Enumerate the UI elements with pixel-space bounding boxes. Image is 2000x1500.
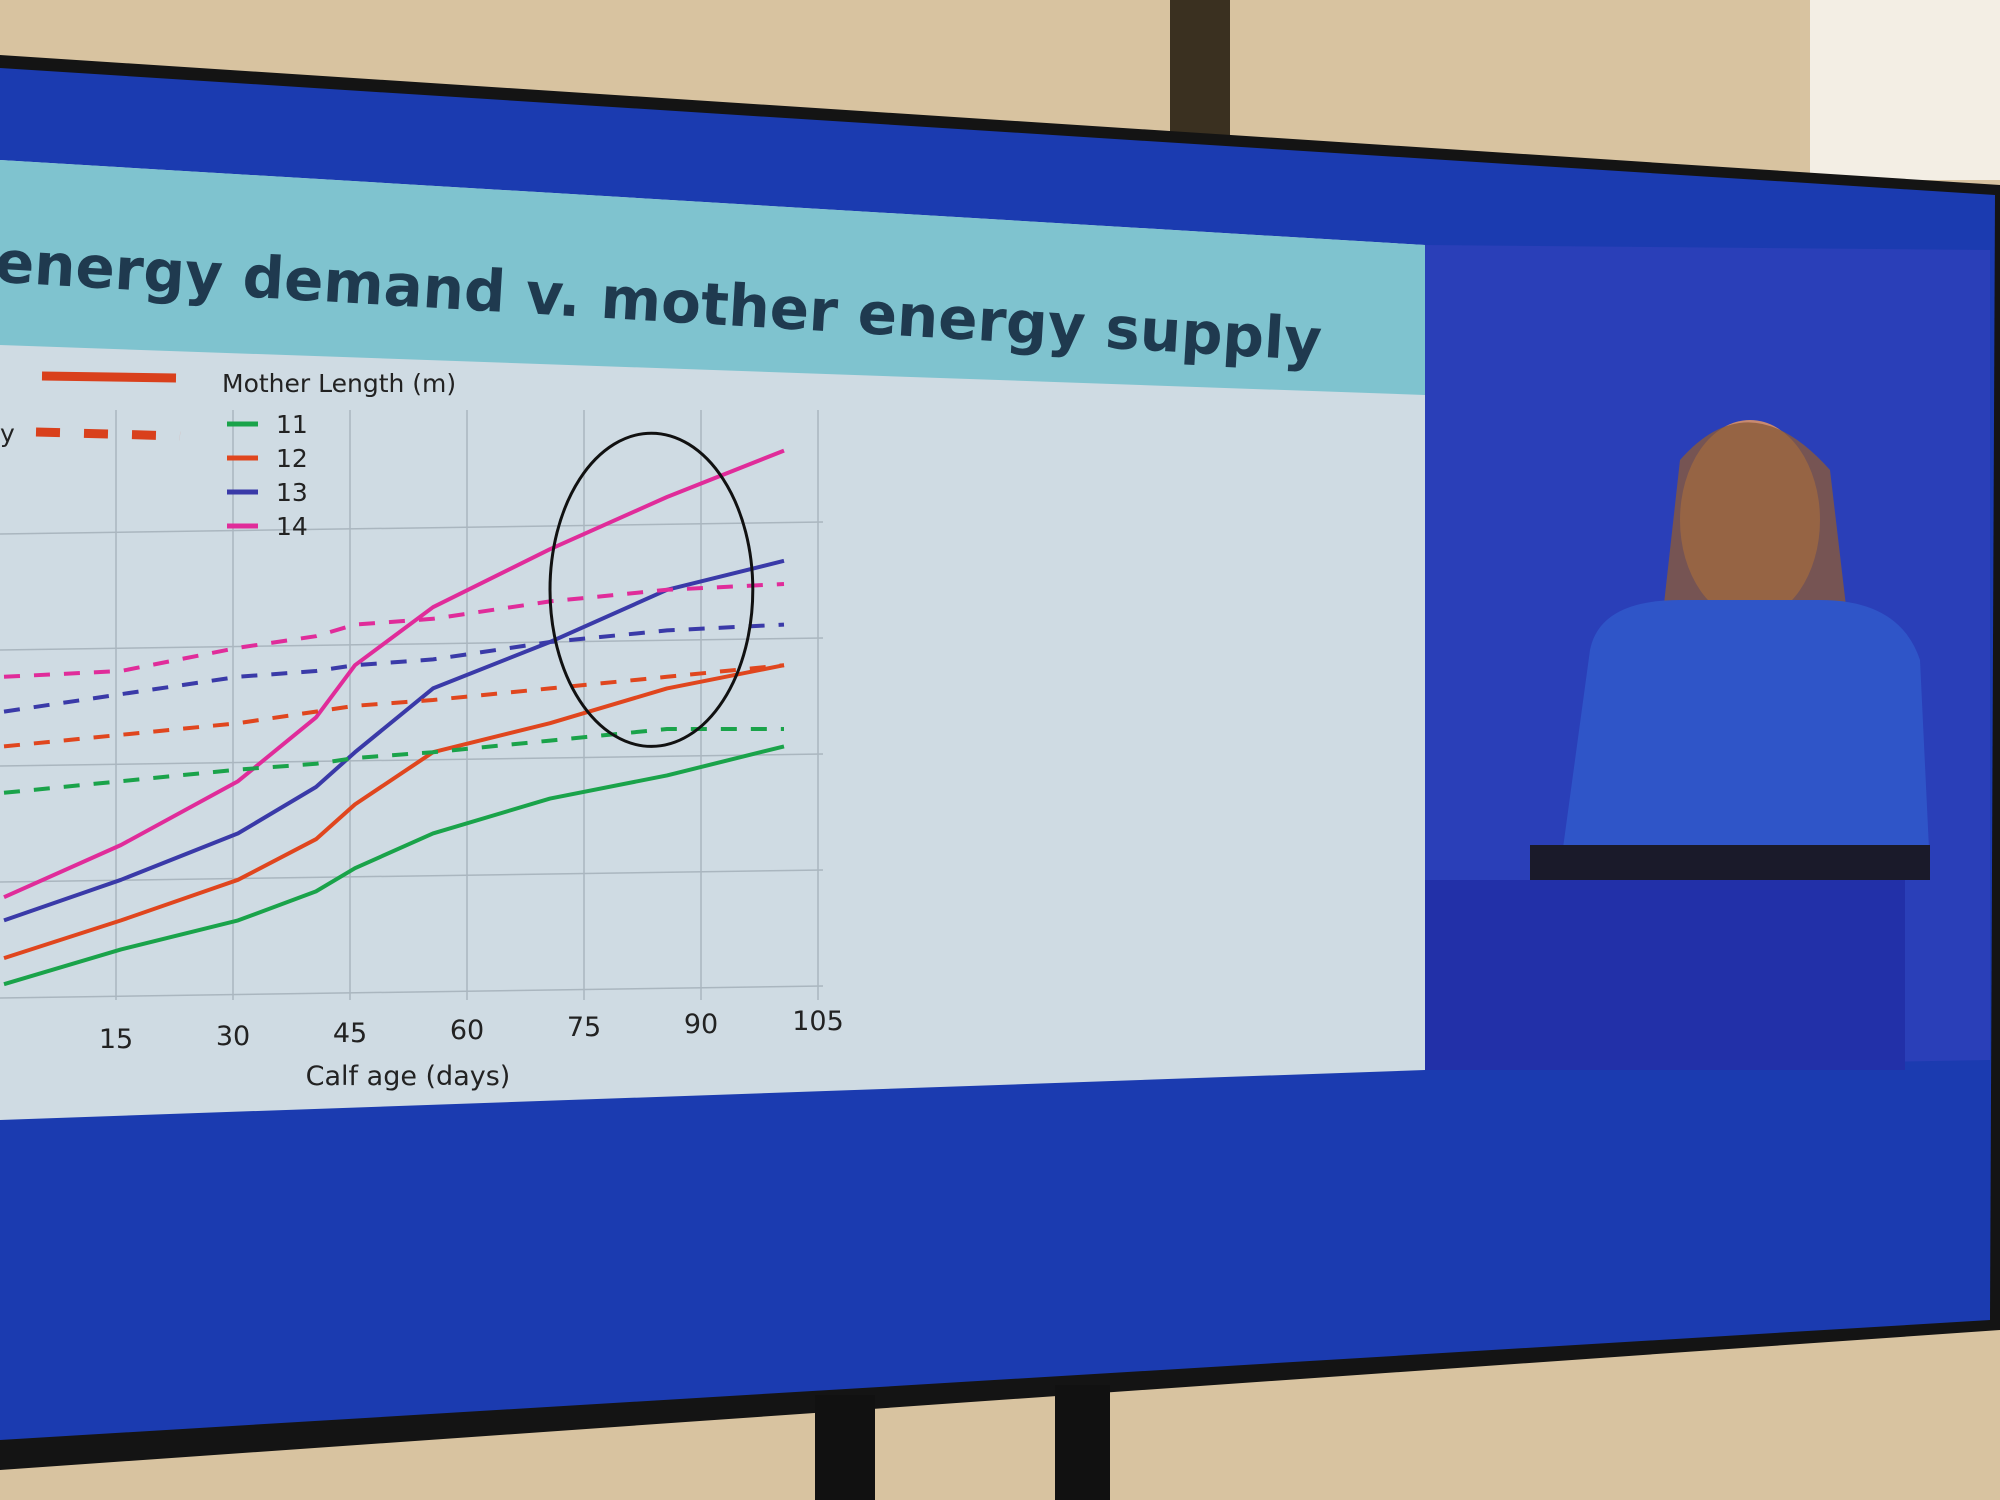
series-solid-13 [3, 558, 785, 923]
series-lines [3, 448, 785, 987]
chart: 15 30 45 60 75 90 105 Calf age (days) y Mother… [0, 369, 844, 1092]
stand-leg [815, 1395, 875, 1500]
x-tick-label: 45 [333, 1018, 367, 1049]
x-tick-label: 30 [216, 1021, 250, 1052]
legend: y Mother Length (m) 11 12 13 14 [0, 369, 456, 541]
annotation-ellipse [548, 431, 755, 748]
window-light [1810, 0, 2000, 180]
legend-entry-label: 12 [276, 444, 308, 473]
podium-pattern [1425, 880, 1905, 1070]
series-dashed-11 [3, 727, 784, 795]
stand-leg [1055, 1385, 1110, 1500]
x-tick-labels: 15 30 45 60 75 90 105 [99, 1006, 844, 1055]
legend-entry-label: 13 [276, 478, 308, 507]
series-solid-12 [3, 663, 785, 961]
grid-line-horizontal [0, 985, 824, 999]
series-solid-14 [3, 448, 785, 900]
slide-header [0, 160, 1425, 395]
x-tick-label: 60 [450, 1015, 484, 1046]
annotations [548, 431, 755, 748]
x-tick-label: 15 [99, 1024, 133, 1055]
speaker-video [1425, 245, 1990, 1070]
chandelier-mount [1170, 0, 1230, 140]
series-solid-11 [3, 744, 785, 987]
series-dashed-12 [3, 663, 785, 749]
x-tick-label: 75 [567, 1012, 601, 1043]
grid [0, 410, 824, 1000]
series-dashed-14 [3, 582, 785, 679]
grid-line-horizontal [0, 753, 824, 767]
legend-dashed-label: y [0, 419, 15, 448]
grid-line-horizontal [0, 637, 824, 651]
x-tick-label: 90 [684, 1009, 718, 1040]
legend-entry-label: 11 [276, 410, 308, 439]
laptop [1530, 845, 1930, 880]
legend-solid-swatch [41, 371, 177, 383]
legend-title: Mother Length (m) [222, 369, 456, 398]
x-tick-label: 105 [792, 1006, 844, 1037]
grid-line-horizontal [0, 869, 824, 883]
grid-line-horizontal [0, 521, 824, 535]
speaker-body [1560, 600, 1930, 870]
series-dashed-13 [3, 622, 785, 714]
legend-entry-label: 14 [276, 512, 308, 541]
x-axis-label: Calf age (days) [306, 1061, 511, 1092]
